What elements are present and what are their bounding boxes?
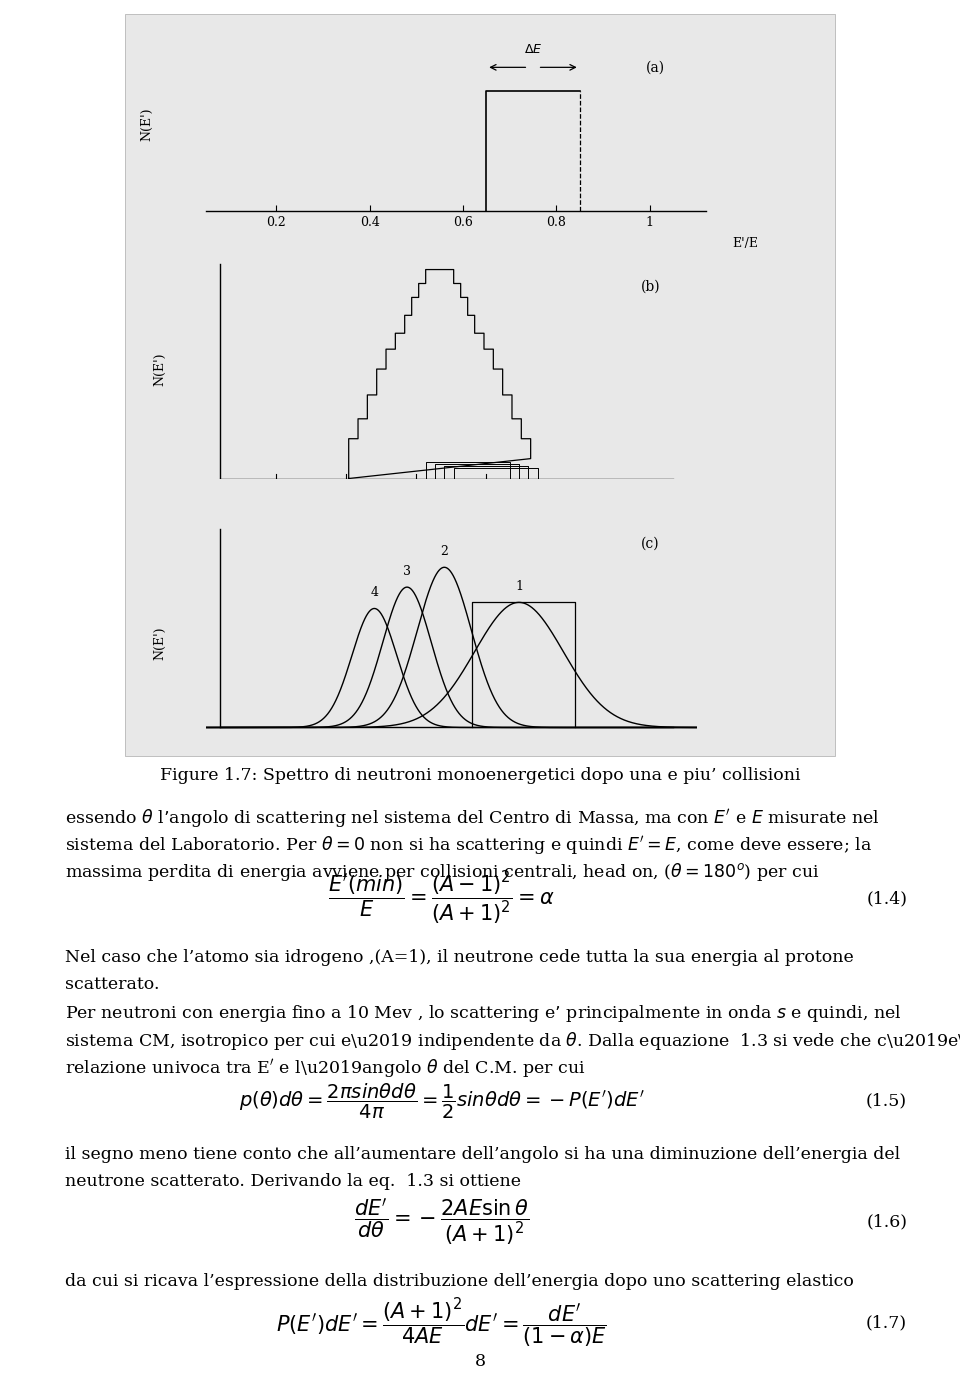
Text: $P(E')dE' = \dfrac{(A+1)^2}{4AE}dE' = \dfrac{dE'}{(1-\alpha)E}$: $P(E')dE' = \dfrac{(A+1)^2}{4AE}dE' = \d… <box>276 1297 607 1350</box>
Text: N(E'): N(E') <box>140 107 153 141</box>
Text: Per neutroni con energia fino a 10 Mev , lo scattering e’ principalmente in onda: Per neutroni con energia fino a 10 Mev ,… <box>65 1003 902 1024</box>
Text: (1.7): (1.7) <box>866 1315 907 1332</box>
Text: essendo $\theta$ l’angolo di scattering nel sistema del Centro di Massa, ma con : essendo $\theta$ l’angolo di scattering … <box>65 807 880 831</box>
Text: (b): (b) <box>640 280 660 294</box>
Text: Nel caso che l’atomo sia idrogeno ,(A=1), il neutrone cede tutta la sua energia : Nel caso che l’atomo sia idrogeno ,(A=1)… <box>65 949 854 965</box>
Text: $p(\theta)d\theta = \dfrac{2\pi sin\theta d\theta}{4\pi} = \dfrac{1}{2}sin\theta: $p(\theta)d\theta = \dfrac{2\pi sin\thet… <box>239 1082 644 1121</box>
Text: 8: 8 <box>474 1354 486 1370</box>
Text: neutrone scatterato. Derivando la eq.  1.3 si ottiene: neutrone scatterato. Derivando la eq. 1.… <box>65 1173 521 1190</box>
Text: sistema CM, isotropico per cui e\u2019 indipendente da $\theta$. Dalla equazione: sistema CM, isotropico per cui e\u2019 i… <box>65 1029 960 1051</box>
Text: $\Delta E$: $\Delta E$ <box>524 43 542 55</box>
Text: $\dfrac{dE'}{d\theta} = -\dfrac{2AE\sin\theta}{(A+1)^2}$: $\dfrac{dE'}{d\theta} = -\dfrac{2AE\sin\… <box>354 1197 529 1247</box>
Text: il segno meno tiene conto che all’aumentare dell’angolo si ha una diminuzione de: il segno meno tiene conto che all’aument… <box>65 1146 900 1162</box>
Text: sistema del Laboratorio. Per $\theta = 0$ non si ha scattering e quindi $E' = E$: sistema del Laboratorio. Per $\theta = 0… <box>65 835 873 857</box>
Text: (1.6): (1.6) <box>866 1214 907 1230</box>
Text: N(E'): N(E') <box>154 627 166 660</box>
Text: 3: 3 <box>403 565 411 578</box>
Text: N(E'): N(E') <box>154 352 166 386</box>
Text: (1.4): (1.4) <box>866 890 907 907</box>
Text: Figure 1.7: Spettro di neutroni monoenergetici dopo una e piu’ collisioni: Figure 1.7: Spettro di neutroni monoener… <box>159 767 801 784</box>
Text: (a): (a) <box>646 61 665 75</box>
Text: 4: 4 <box>371 587 378 599</box>
Text: $\dfrac{E'(min)}{E} = \dfrac{(A-1)^2}{(A+1)^2} = \alpha$: $\dfrac{E'(min)}{E} = \dfrac{(A-1)^2}{(A… <box>328 870 555 928</box>
Text: da cui si ricava l’espressione della distribuzione dell’energia dopo uno scatter: da cui si ricava l’espressione della dis… <box>65 1273 854 1290</box>
Text: massima perdita di energia avviene per collisioni centrali, head on, ($\theta = : massima perdita di energia avviene per c… <box>65 861 820 884</box>
Text: relazione univoca tra E$'$ e l\u2019angolo $\theta$ del C.M. per cui: relazione univoca tra E$'$ e l\u2019ango… <box>65 1057 586 1080</box>
Text: scatterato.: scatterato. <box>65 976 159 993</box>
Text: E'/E: E'/E <box>732 237 758 250</box>
Text: (1.5): (1.5) <box>866 1093 907 1110</box>
Text: 1: 1 <box>515 580 523 594</box>
Text: 2: 2 <box>441 545 448 558</box>
Text: (c): (c) <box>640 537 660 551</box>
